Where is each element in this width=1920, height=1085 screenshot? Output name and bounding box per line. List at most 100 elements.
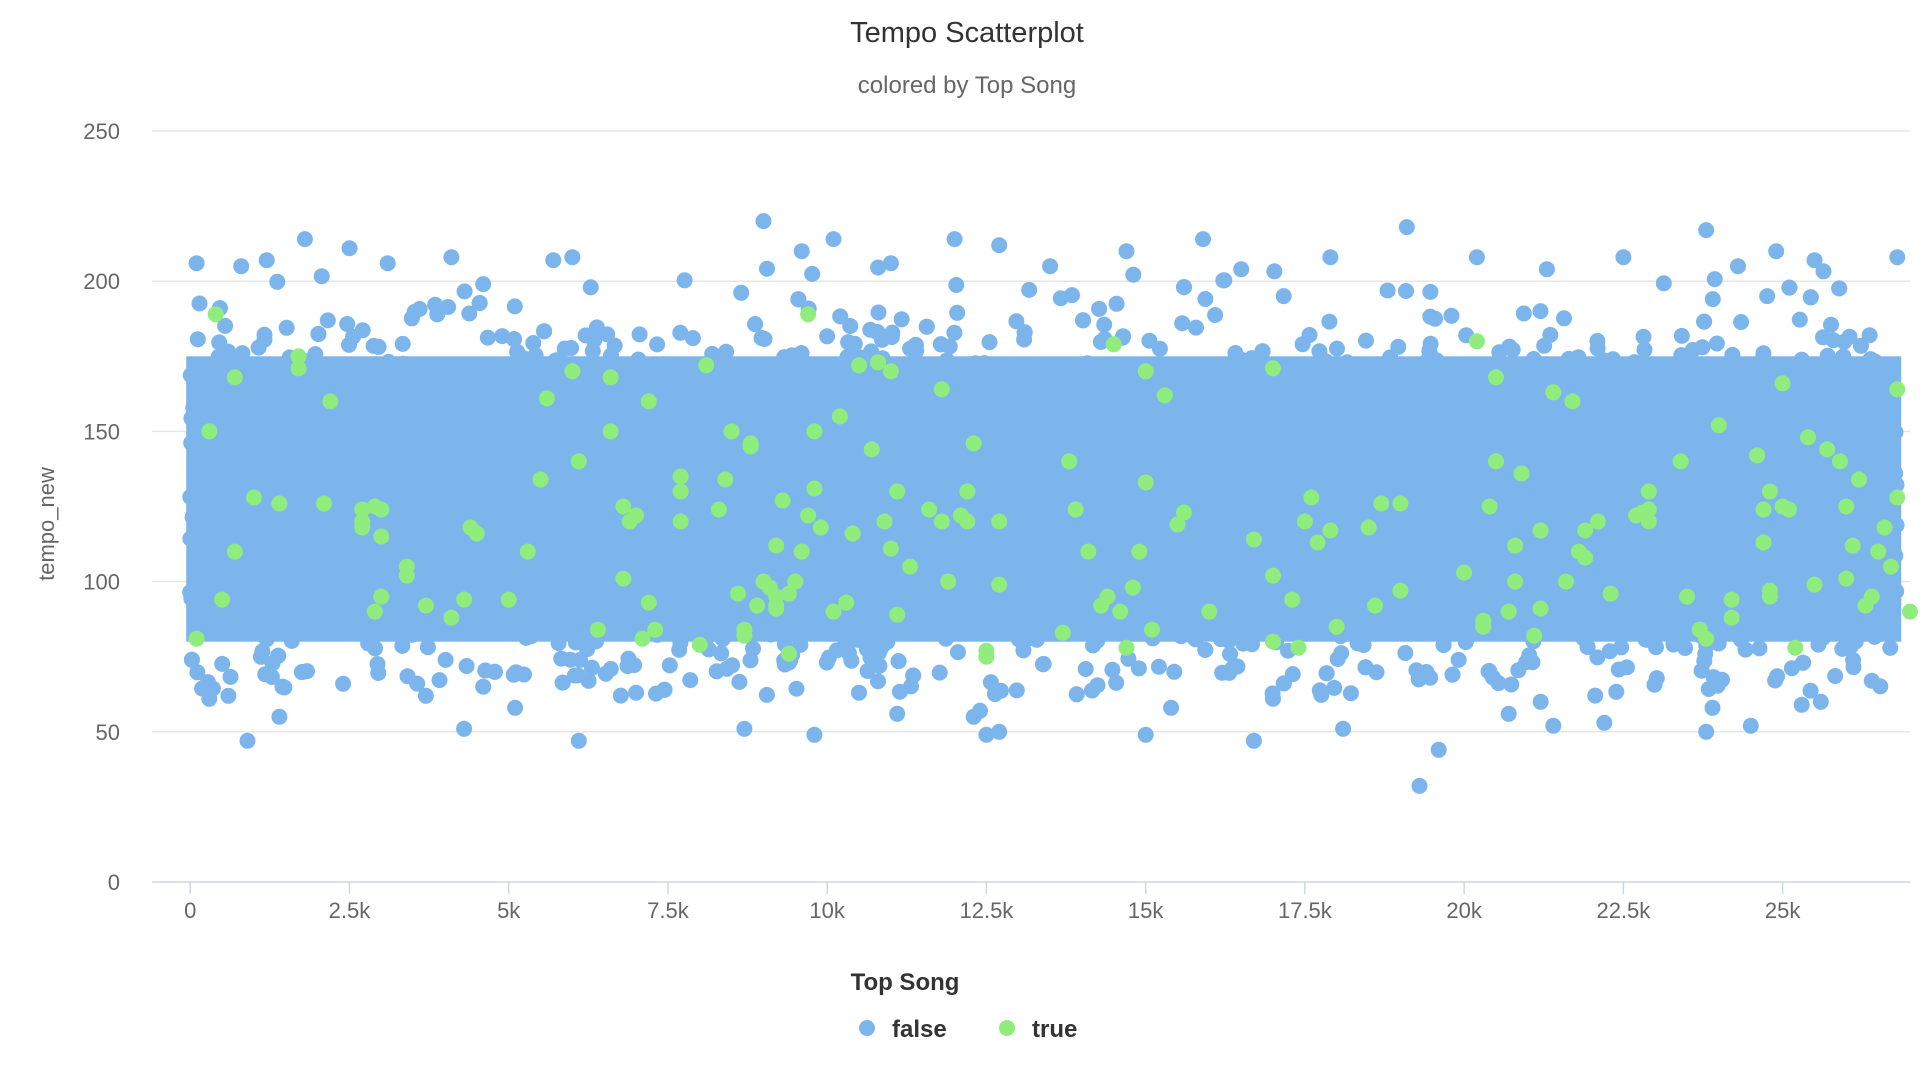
- data-point-false[interactable]: [589, 319, 605, 335]
- data-point-false[interactable]: [510, 371, 526, 387]
- data-point-false[interactable]: [294, 607, 310, 623]
- data-point-false[interactable]: [1862, 399, 1878, 415]
- data-point-false[interactable]: [906, 444, 922, 460]
- data-point-false[interactable]: [680, 603, 696, 619]
- data-point-false[interactable]: [649, 336, 665, 352]
- data-point-false[interactable]: [790, 291, 806, 307]
- data-point-false[interactable]: [595, 508, 611, 524]
- data-point-false[interactable]: [1333, 645, 1349, 661]
- data-point-false[interactable]: [1556, 475, 1572, 491]
- data-point-false[interactable]: [1029, 632, 1045, 648]
- data-point-false[interactable]: [605, 410, 621, 426]
- data-point-false[interactable]: [251, 586, 267, 602]
- data-point-false[interactable]: [1356, 637, 1372, 653]
- data-point-false[interactable]: [826, 579, 842, 595]
- data-point-false[interactable]: [1645, 594, 1661, 610]
- data-point-false[interactable]: [758, 449, 774, 465]
- data-point-false[interactable]: [1156, 372, 1172, 388]
- data-point-false[interactable]: [465, 575, 481, 591]
- data-point-false[interactable]: [1451, 652, 1467, 668]
- data-point-false[interactable]: [1803, 289, 1819, 305]
- data-point-false[interactable]: [1815, 630, 1831, 646]
- data-point-false[interactable]: [439, 555, 455, 571]
- data-point-false[interactable]: [1685, 607, 1701, 623]
- data-point-false[interactable]: [1646, 408, 1662, 424]
- data-point-false[interactable]: [1866, 367, 1882, 383]
- data-point-false[interactable]: [759, 687, 775, 703]
- data-point-false[interactable]: [585, 343, 601, 359]
- data-point-false[interactable]: [1369, 359, 1385, 375]
- data-point-false[interactable]: [578, 503, 594, 519]
- data-point-false[interactable]: [1863, 351, 1879, 367]
- data-point-false[interactable]: [1820, 410, 1836, 426]
- data-point-false[interactable]: [1023, 535, 1039, 551]
- data-point-false[interactable]: [562, 432, 578, 448]
- data-point-false[interactable]: [842, 318, 858, 334]
- data-point-false[interactable]: [1656, 275, 1672, 291]
- data-point-false[interactable]: [342, 410, 358, 426]
- data-point-false[interactable]: [1380, 283, 1396, 299]
- data-point-false[interactable]: [1525, 414, 1541, 430]
- data-point-false[interactable]: [310, 326, 326, 342]
- data-point-false[interactable]: [554, 581, 570, 597]
- data-point-false[interactable]: [1223, 470, 1239, 486]
- data-point-false[interactable]: [1637, 342, 1653, 358]
- data-point-false[interactable]: [525, 504, 541, 520]
- data-point-false[interactable]: [188, 397, 204, 413]
- data-point-false[interactable]: [1197, 291, 1213, 307]
- data-point-false[interactable]: [506, 331, 522, 347]
- data-point-false[interactable]: [1077, 480, 1093, 496]
- data-point-false[interactable]: [1017, 431, 1033, 447]
- data-point-false[interactable]: [1329, 477, 1345, 493]
- data-point-false[interactable]: [1696, 314, 1712, 330]
- data-point-false[interactable]: [905, 668, 921, 684]
- data-point-false[interactable]: [1313, 556, 1329, 572]
- data-point-false[interactable]: [1526, 544, 1542, 560]
- data-point-false[interactable]: [1604, 386, 1620, 402]
- data-point-false[interactable]: [1729, 356, 1745, 372]
- data-point-false[interactable]: [644, 565, 660, 581]
- data-point-false[interactable]: [1135, 608, 1151, 624]
- data-point-false[interactable]: [1190, 429, 1206, 445]
- data-point-false[interactable]: [1326, 573, 1342, 589]
- data-point-false[interactable]: [370, 656, 386, 672]
- data-point-false[interactable]: [313, 534, 329, 550]
- data-point-false[interactable]: [1222, 455, 1238, 471]
- data-point-false[interactable]: [432, 672, 448, 688]
- data-point-false[interactable]: [1174, 421, 1190, 437]
- data-point-false[interactable]: [1269, 404, 1285, 420]
- data-point-false[interactable]: [1627, 354, 1643, 370]
- data-point-false[interactable]: [1215, 272, 1231, 288]
- data-point-false[interactable]: [279, 320, 295, 336]
- data-point-false[interactable]: [1882, 640, 1898, 656]
- data-point-false[interactable]: [929, 616, 945, 632]
- data-point-false[interactable]: [620, 593, 636, 609]
- data-point-false[interactable]: [1422, 284, 1438, 300]
- data-point-false[interactable]: [1346, 481, 1362, 497]
- data-point-false[interactable]: [202, 499, 218, 515]
- data-point-false[interactable]: [759, 364, 775, 380]
- data-point-false[interactable]: [1268, 471, 1284, 487]
- data-point-false[interactable]: [678, 532, 694, 548]
- data-point-false[interactable]: [477, 434, 493, 450]
- data-point-false[interactable]: [1448, 432, 1464, 448]
- data-point-false[interactable]: [1201, 521, 1217, 537]
- data-point-false[interactable]: [1064, 287, 1080, 303]
- data-point-false[interactable]: [514, 475, 530, 491]
- data-point-false[interactable]: [1078, 661, 1094, 677]
- data-point-false[interactable]: [1870, 430, 1886, 446]
- data-point-false[interactable]: [1759, 288, 1775, 304]
- data-point-false[interactable]: [1873, 613, 1889, 629]
- data-point-false[interactable]: [668, 418, 684, 434]
- data-point-false[interactable]: [1443, 402, 1459, 418]
- data-point-false[interactable]: [195, 614, 211, 630]
- data-point-false[interactable]: [214, 656, 230, 672]
- data-point-false[interactable]: [1688, 428, 1704, 444]
- data-point-false[interactable]: [1599, 445, 1615, 461]
- data-point-false[interactable]: [757, 331, 773, 347]
- data-point-false[interactable]: [1438, 525, 1454, 541]
- data-point-false[interactable]: [1256, 391, 1272, 407]
- data-point-false[interactable]: [1859, 526, 1875, 542]
- data-point-false[interactable]: [1740, 575, 1756, 591]
- data-point-false[interactable]: [1329, 341, 1345, 357]
